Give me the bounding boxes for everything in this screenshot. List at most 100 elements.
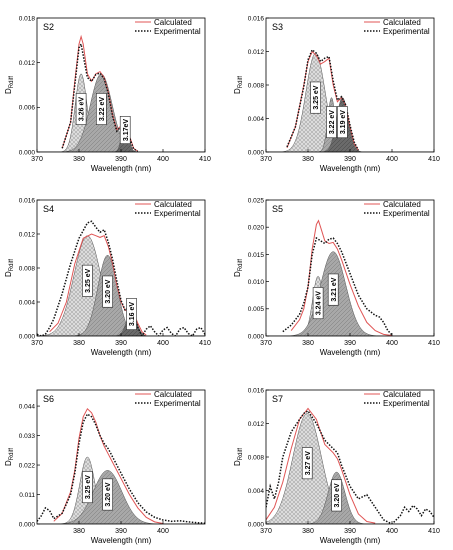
y-tick-label: 0.012: [248, 421, 265, 428]
x-tick-label: 400: [157, 340, 169, 347]
legend-calculated: Calculated: [154, 200, 192, 209]
y-tick-label: 0.008: [248, 82, 265, 89]
x-tick-label: 400: [157, 528, 169, 535]
svg-text:3.25 eV: 3.25 eV: [85, 268, 92, 292]
legend-experimental: Experimental: [383, 27, 430, 36]
x-axis-label: Wavelength (nm): [91, 348, 152, 357]
svg-text:3.20 eV: 3.20 eV: [105, 482, 112, 506]
x-tick-label: 370: [31, 340, 43, 347]
experimental-line: [37, 220, 205, 336]
svg-text:3.22 eV: 3.22 eV: [99, 97, 106, 121]
y-tick-label: 0.000: [19, 333, 36, 340]
legend-calculated: Calculated: [154, 18, 192, 27]
component-label-3: 3.17eV: [119, 116, 131, 144]
x-axis-label: Wavelength (nm): [91, 164, 152, 173]
x-tick-label: 370: [260, 340, 272, 347]
y-tick-label: 0.020: [248, 225, 265, 232]
svg-text:3.24 eV: 3.24 eV: [316, 291, 323, 315]
svg-text:DRdiff: DRdiff: [4, 259, 15, 277]
y-tick-label: 0.033: [19, 433, 36, 440]
x-tick-label: 380: [302, 156, 314, 163]
y-tick-label: 0.000: [19, 521, 36, 528]
legend-calculated: Calculated: [383, 18, 421, 27]
svg-text:3.16 eV: 3.16 eV: [129, 302, 136, 326]
x-tick-label: 370: [260, 528, 272, 535]
x-axis-label: Wavelength (nm): [91, 536, 152, 545]
x-tick-label: 390: [115, 528, 127, 535]
component-label-2: 3.20 eV: [331, 479, 342, 512]
panel-label: S3: [272, 22, 283, 32]
y-tick-label: 0.000: [19, 149, 36, 156]
component-label-1: 3.25 eV: [310, 81, 321, 114]
svg-text:3.25 eV: 3.25 eV: [313, 85, 320, 109]
component-label-2: 3.22 eV: [96, 93, 107, 125]
y-tick-label: 0.012: [19, 60, 36, 67]
x-tick-label: 380: [73, 528, 85, 535]
panel-label: S6: [43, 394, 54, 404]
component-peak-3: [37, 312, 205, 336]
component-label-1: 3.25 eV: [82, 264, 93, 297]
panel-s3: 3.25 eV 3.22 eV 3.19 eV 370 380 390 400 410 0.00…: [233, 15, 440, 173]
component-peak-1: [266, 413, 434, 524]
legend-experimental: Experimental: [383, 399, 430, 408]
experimental-line: [286, 48, 360, 151]
svg-text:DRdiff: DRdiff: [4, 448, 15, 466]
legend-experimental: Experimental: [383, 209, 430, 218]
svg-text:DRdiff: DRdiff: [4, 76, 15, 94]
panel-s5: 3.24 eV 3.21 eV 370 380 390 400 410 0.000 0.005 0…: [233, 197, 440, 357]
experimental-line: [282, 236, 393, 336]
panel-label: S5: [272, 204, 283, 214]
x-tick-label: 410: [199, 156, 211, 163]
y-tick-label: 0.022: [19, 462, 36, 469]
svg-text:3.17eV: 3.17eV: [123, 119, 130, 142]
y-tick-label: 0.044: [19, 403, 36, 410]
x-tick-label: 380: [302, 528, 314, 535]
calculated-line: [266, 407, 376, 524]
y-tick-label: 0.016: [248, 387, 265, 394]
component-peak-2: [266, 251, 434, 336]
component-peak-2: [266, 471, 434, 524]
panel-s7: 3.27 eV 3.20 eV 370 380 390 400 410 0.000 0.004 0…: [233, 387, 440, 545]
x-tick-label: 370: [260, 156, 272, 163]
legend-calculated: Calculated: [383, 200, 421, 209]
panel-label: S2: [43, 22, 54, 32]
panel-label: S7: [272, 394, 283, 404]
svg-text:3.22 eV: 3.22 eV: [329, 110, 336, 134]
y-tick-label: 0.011: [19, 492, 35, 499]
legend-calculated: Calculated: [383, 390, 421, 399]
component-label-2: 3.20 eV: [102, 478, 113, 511]
panel-s6: 3.25 eV 3.20 eV 380 390 400 0.000 0.011 0.022 0.…: [4, 389, 206, 545]
x-axis-label: Wavelength (nm): [320, 536, 381, 545]
component-label-2: 3.21 eV: [327, 273, 339, 306]
x-axis-label: Wavelength (nm): [320, 348, 381, 357]
y-tick-label: 0.000: [248, 333, 265, 340]
svg-text:3.20 eV: 3.20 eV: [105, 279, 112, 303]
x-tick-label: 390: [344, 340, 356, 347]
svg-text:DRdiff: DRdiff: [233, 76, 244, 94]
x-tick-label: 400: [386, 340, 398, 347]
component-label-1: 3.24 eV: [312, 287, 324, 320]
x-tick-label: 400: [157, 156, 169, 163]
x-tick-label: 400: [386, 528, 398, 535]
experimental-line: [266, 409, 434, 524]
svg-text:3.20 eV: 3.20 eV: [334, 483, 341, 507]
x-tick-label: 380: [73, 156, 85, 163]
y-axis-label: DRdiff: [4, 76, 15, 94]
svg-text:DRdiff: DRdiff: [233, 259, 244, 277]
legend-calculated: Calculated: [154, 390, 192, 399]
x-tick-label: 380: [302, 340, 314, 347]
x-tick-label: 410: [199, 340, 211, 347]
y-tick-label: 0.012: [19, 231, 36, 238]
svg-text:3.25 eV: 3.25 eV: [85, 475, 92, 499]
y-tick-label: 0.000: [248, 521, 265, 528]
svg-text:3.26 eV: 3.26 eV: [79, 97, 86, 121]
svg-text:DRdiff: DRdiff: [233, 448, 244, 466]
component-label-3: 3.16 eV: [126, 298, 137, 330]
panel-s2: 3.26 eV 3.22 eV 3.17eV 370 380 390 400 410 0.000…: [4, 15, 211, 173]
y-axis-label: DRdiff: [233, 448, 244, 466]
component-label-3: 3.19 eV: [337, 106, 348, 139]
x-axis-label: Wavelength (nm): [320, 164, 381, 173]
